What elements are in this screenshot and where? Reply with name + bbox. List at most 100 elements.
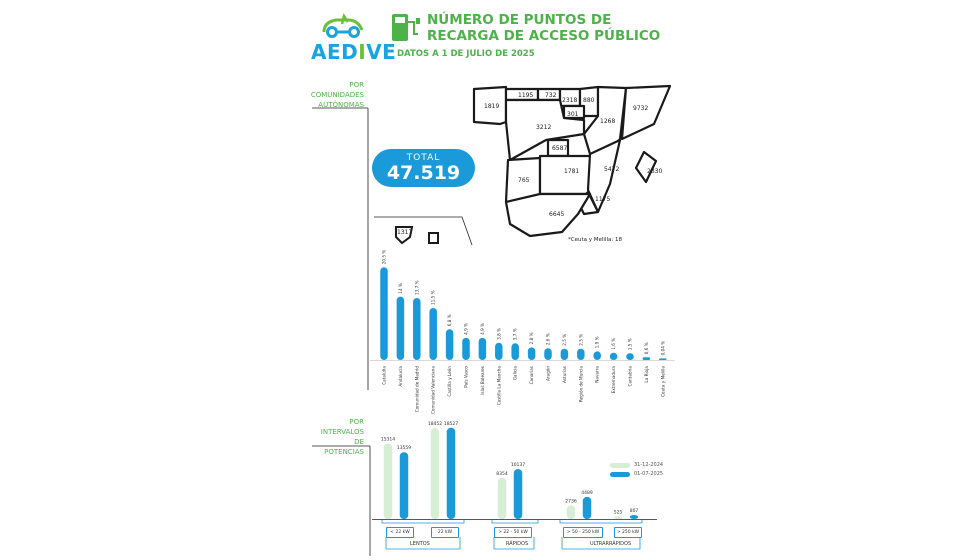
spain-map — [472, 84, 672, 238]
map-label-cantabria: 732 — [545, 92, 557, 99]
bar-value-label-6: 4,9 % — [480, 323, 485, 335]
total-value: 47.519 — [386, 162, 461, 184]
power-bar-s0-3 — [566, 505, 576, 519]
power-value-label-s0-0: 15314 — [381, 437, 395, 443]
bar-5 — [462, 337, 470, 360]
section-label-regions: POR COMUNIDADES AUTÓNOMAS — [310, 81, 364, 109]
power-value-label-s1-2: 10137 — [511, 462, 525, 468]
category-label-0: Cataluña — [382, 366, 387, 385]
category-label-16: La Rioja — [644, 366, 649, 383]
region-valencia — [586, 138, 622, 214]
bar-value-label-14: 1,6 % — [611, 338, 616, 350]
map-label-valencia: 5472 — [604, 166, 620, 173]
bar-value-label-12: 2,5 % — [578, 334, 583, 346]
category-label-15: Cantabria — [628, 366, 633, 387]
bar-value-label-0: 20,5 % — [382, 250, 387, 265]
category-label-14: Extremadura — [611, 366, 616, 394]
bar-value-label-15: 1,5 % — [628, 338, 633, 350]
bucket-22-50: > 22 - 50 kW — [494, 527, 532, 538]
bar-value-label-8: 3,7 % — [513, 328, 518, 340]
bucket-50-250: > 50 - 250 kW — [563, 527, 603, 538]
map-label-extremadura: 765 — [518, 177, 530, 184]
power-value-label-s0-1: 18452 — [428, 421, 442, 427]
power-bar-s0-0 — [383, 443, 393, 519]
category-label-4: Castilla y León — [447, 366, 452, 397]
bar-6 — [478, 337, 487, 360]
map-label-aragon: 1268 — [600, 118, 616, 125]
category-label-10: Aragón — [546, 366, 551, 381]
power-value-label-s1-3: 4489 — [581, 490, 593, 496]
map-label-andalucia: 6645 — [549, 211, 565, 218]
map-label-murcia: 1175 — [595, 196, 611, 203]
power-value-label-s0-3: 2736 — [565, 499, 577, 505]
region-tenerife — [395, 226, 414, 245]
map-label-pais-vasco: 2318 — [562, 97, 578, 104]
category-label-8: Galicia — [513, 366, 518, 381]
bar-value-label-5: 4,9 % — [464, 323, 469, 335]
group-label-lentos: LENTOS — [410, 541, 430, 547]
bar-3 — [429, 307, 437, 360]
bar-14 — [609, 352, 618, 360]
bar-value-label-1: 14 % — [398, 283, 403, 294]
map-label-castilla-leon: 3212 — [536, 124, 552, 131]
map-label-canarias: 1317 — [397, 229, 413, 236]
bar-4 — [445, 329, 454, 360]
power-value-label-s1-1: 18527 — [444, 421, 458, 427]
section-divider-2 — [312, 445, 371, 556]
category-label-12: Región de Murcia — [578, 366, 583, 403]
bar-value-label-11: 2,5 % — [562, 334, 567, 346]
bar-10 — [544, 348, 552, 360]
bar-7 — [495, 342, 503, 360]
power-bar-s0-1 — [430, 428, 440, 519]
chart-power: 15314 18452 8354 2736 525 13559 18527 10137 4489… — [372, 421, 657, 520]
category-label-1: Andalucía — [398, 366, 403, 387]
power-bar-s0-4 — [613, 516, 623, 519]
bar-value-label-3: 11,5 % — [431, 290, 436, 305]
page-subtitle: DATOS A 1 DE JULIO DE 2025 — [397, 49, 535, 59]
power-bar-s0-2 — [497, 477, 507, 519]
group-brackets — [381, 520, 643, 550]
category-label-3: Comunidad Valenciana — [431, 366, 436, 414]
bucket-gt250: > 250 kW — [614, 527, 642, 538]
power-value-label-s1-0: 13559 — [397, 445, 411, 451]
bar-value-label-4: 6,8 % — [447, 314, 452, 326]
section-label-power: POR INTERVALOS DE POTENCIAS — [320, 418, 364, 456]
bar-8 — [511, 343, 519, 360]
legend-item-2024: 31-12-2024 — [610, 462, 663, 468]
power-bar-s1-2 — [513, 469, 523, 519]
total-label: TOTAL — [406, 153, 441, 163]
region-galicia — [472, 85, 508, 126]
bar-value-label-17: 0,04 % — [660, 341, 665, 356]
map-label-madrid: 6587 — [552, 145, 568, 152]
map-label-asturias: 1195 — [518, 92, 534, 99]
category-label-5: País Vasco — [464, 366, 469, 388]
bar-value-label-16: 0,6 % — [644, 342, 649, 354]
bar-2 — [413, 298, 421, 360]
page-title: NÚMERO DE PUNTOS DE RECARGA DE ACCESO PÚ… — [427, 12, 661, 44]
bar-16 — [642, 357, 651, 360]
bar-17 — [659, 358, 667, 360]
legend-swatch-2025 — [610, 471, 630, 477]
bar-value-label-2: 13,7 % — [414, 280, 419, 295]
bar-0 — [380, 267, 388, 360]
bar-value-label-9: 2,8 % — [529, 332, 534, 344]
power-bar-s1-0 — [399, 452, 409, 519]
aedive-logo — [322, 12, 364, 38]
wheel-right-icon — [348, 26, 360, 38]
bucket-22: 22 kW — [431, 527, 459, 538]
category-label-11: Asturias — [562, 366, 567, 383]
power-value-label-s0-4: 525 — [614, 509, 623, 515]
bar-1 — [396, 296, 405, 360]
region-baleares — [634, 150, 658, 184]
bar-11 — [560, 348, 569, 360]
map-label-castilla-mancha: 1781 — [564, 168, 580, 175]
region-castilla-leon — [504, 98, 586, 162]
region-andalucia — [504, 192, 592, 238]
map-label-baleares: 2330 — [647, 168, 663, 175]
power-bar-s1-1 — [446, 427, 456, 519]
bar-value-label-7: 3,8 % — [496, 328, 501, 340]
group-label-ultrarrapidos: ULTRARRÁPIDOS — [590, 541, 632, 547]
power-bar-s1-4 — [629, 515, 639, 519]
category-label-17: Ceuta y Melilla — [660, 366, 665, 397]
bar-13 — [593, 351, 601, 360]
